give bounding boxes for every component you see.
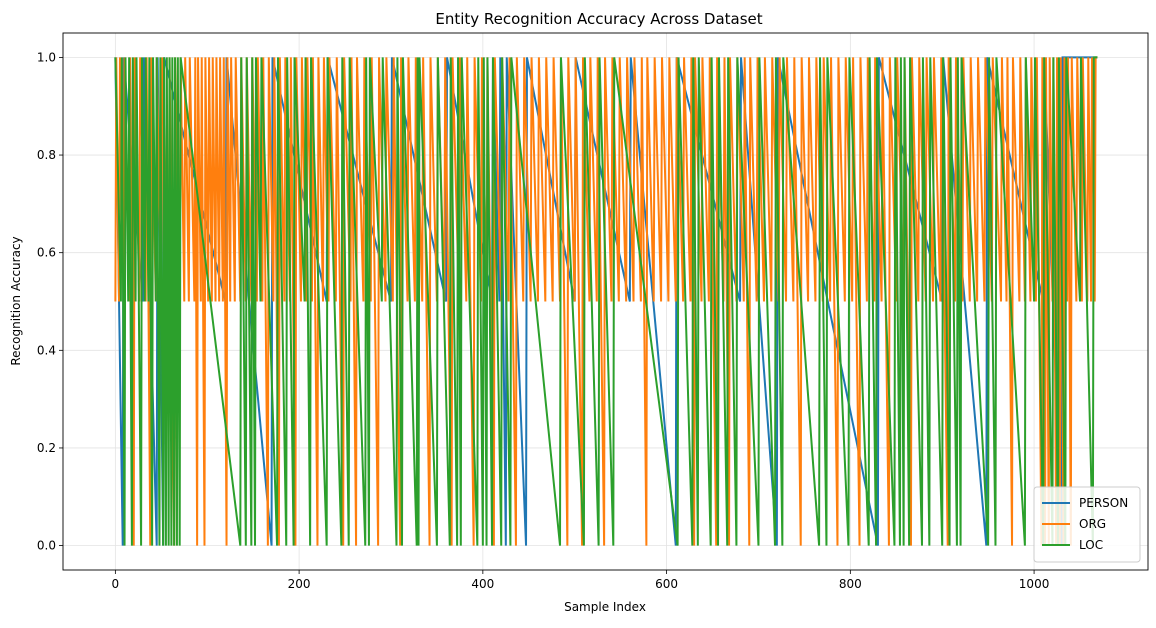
- x-tick-label: 400: [471, 577, 494, 591]
- y-axis-label: Recognition Accuracy: [9, 236, 23, 365]
- y-tick-label: 0.2: [37, 441, 56, 455]
- legend-label-loc: LOC: [1079, 538, 1103, 552]
- x-axis: 0 200 400 600 800 1000: [112, 570, 1050, 591]
- x-tick-label: 800: [839, 577, 862, 591]
- series-line-loc: [114, 56, 1098, 546]
- y-tick-label: 1.0: [37, 50, 56, 64]
- legend-label-org: ORG: [1079, 517, 1106, 531]
- x-tick-label: 1000: [1019, 577, 1050, 591]
- legend-box: [1033, 486, 1141, 563]
- plot-frame: [62, 32, 1149, 571]
- y-axis: 0.0 0.2 0.4 0.6 0.8 1.0: [37, 50, 63, 553]
- x-axis-label: Sample Index: [564, 600, 646, 614]
- legend-label-person: PERSON: [1079, 496, 1128, 510]
- y-tick-label: 0.4: [37, 343, 56, 357]
- legend: PERSON ORG LOC: [1033, 486, 1141, 563]
- x-tick-label: 0: [112, 577, 120, 591]
- x-tick-label: 200: [288, 577, 311, 591]
- series-layer: [114, 56, 1098, 546]
- y-tick-label: 0.8: [37, 148, 56, 162]
- chart-title: Entity Recognition Accuracy Across Datas…: [435, 10, 762, 28]
- y-tick-label: 0.6: [37, 246, 56, 260]
- x-tick-label: 600: [655, 577, 678, 591]
- y-tick-label: 0.0: [37, 539, 56, 553]
